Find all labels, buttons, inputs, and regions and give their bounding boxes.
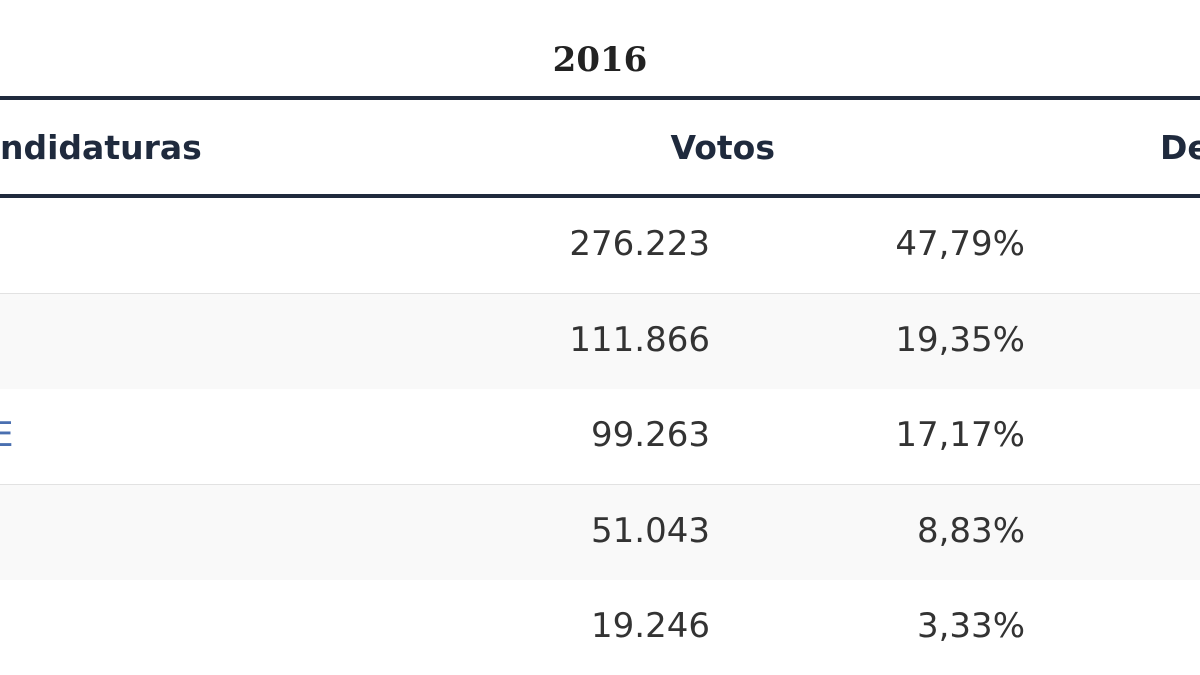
percent-cell: 47,79% — [895, 224, 1025, 264]
votes-cell: 99.263 — [591, 415, 710, 455]
header-rule — [0, 194, 1200, 198]
header-seats: De — [1160, 128, 1200, 167]
table-row: 19.246 3,33% — [0, 580, 1200, 675]
table-row: 111.866 19,35% — [0, 293, 1200, 390]
table-row: E 99.263 17,17% — [0, 389, 1200, 485]
header-rule — [0, 96, 1200, 100]
party-link[interactable]: E — [0, 415, 14, 455]
votes-cell: 111.866 — [569, 319, 710, 360]
votes-cell: 19.246 — [591, 606, 710, 646]
percent-cell: 17,17% — [895, 415, 1025, 455]
percent-cell: 19,35% — [895, 319, 1025, 360]
votes-cell: 51.043 — [591, 510, 710, 551]
percent-cell: 3,33% — [916, 606, 1025, 646]
table-row: 51.043 8,83% — [0, 484, 1200, 581]
votes-cell: 276.223 — [569, 224, 710, 264]
header-name: ndidaturas — [0, 128, 202, 167]
table-title: 2016 — [552, 40, 648, 80]
header-votes: Votos — [670, 128, 776, 167]
table-row: 276.223 47,79% — [0, 198, 1200, 294]
percent-cell: 8,83% — [916, 510, 1025, 551]
